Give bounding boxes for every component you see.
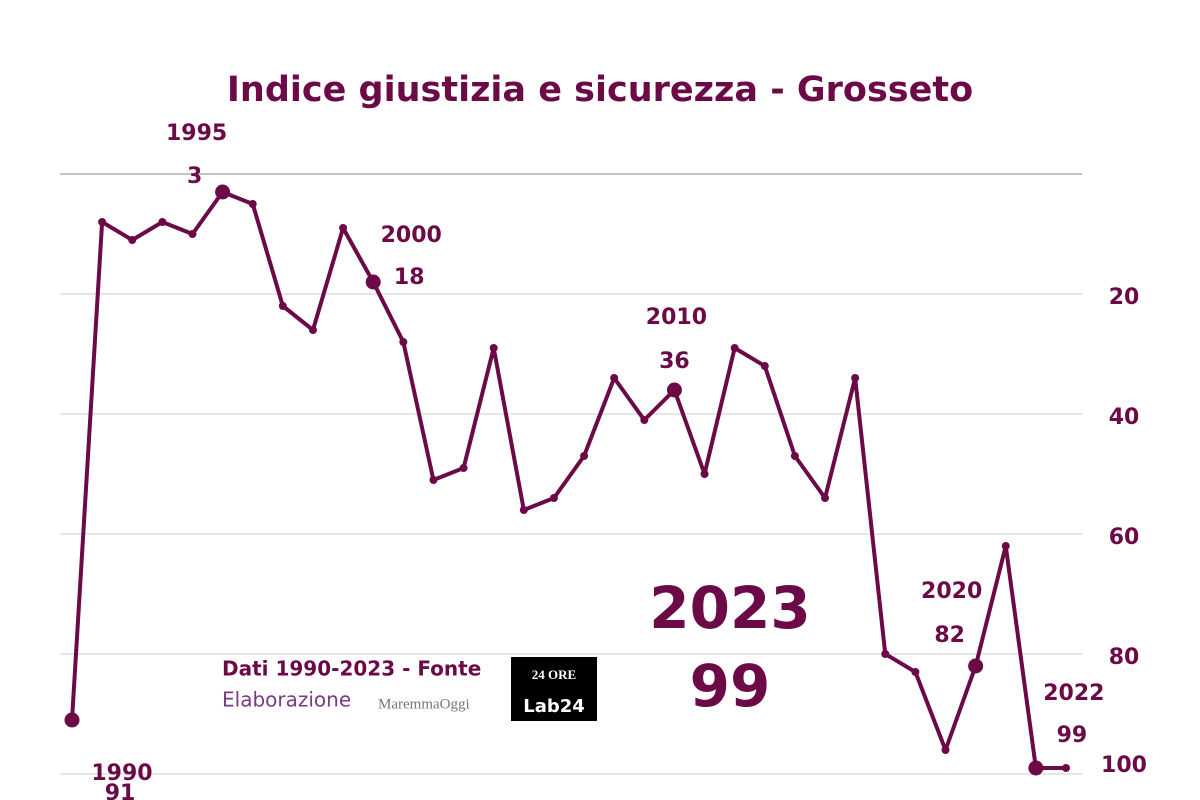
point	[459, 464, 468, 472]
annotation-year: 2020	[921, 579, 982, 604]
annotation-value: 18	[394, 265, 425, 290]
point	[128, 236, 137, 244]
annotation-value: 3	[187, 164, 202, 189]
highlight-point	[666, 382, 682, 398]
annotation-year: 2010	[646, 305, 707, 330]
highlight-point	[64, 712, 80, 728]
point	[188, 230, 197, 238]
big-year: 2023	[649, 574, 810, 642]
point	[821, 494, 830, 502]
point	[308, 326, 317, 334]
point	[339, 224, 348, 232]
point	[1001, 542, 1010, 550]
point	[911, 668, 920, 676]
credit-text: Elaborazione	[222, 688, 351, 712]
highlight-point	[365, 274, 381, 290]
point	[158, 218, 167, 226]
point	[760, 362, 769, 370]
logo-24ore: 24 ORE	[532, 667, 576, 682]
logo-lab24: Lab24	[523, 696, 585, 717]
logo-maremmaoggi: MaremmaOggi	[378, 696, 470, 712]
annotation-value: 36	[659, 349, 690, 374]
y-tick-label: 100	[1101, 753, 1147, 778]
line	[70, 190, 1066, 770]
point	[640, 416, 649, 424]
point	[610, 374, 619, 382]
point	[730, 344, 739, 352]
annotation-year: 2000	[381, 223, 442, 248]
point	[489, 344, 498, 352]
annotation-value: 99	[1057, 723, 1088, 748]
point	[519, 506, 528, 514]
point	[429, 476, 438, 484]
y-tick-label: 80	[1109, 645, 1140, 670]
point	[1062, 764, 1070, 772]
point	[549, 494, 558, 502]
point	[98, 218, 107, 226]
point	[790, 452, 799, 460]
point	[399, 338, 408, 346]
annotation-year: 2022	[1043, 681, 1104, 706]
annotation-year: 1995	[166, 121, 227, 146]
highlight-point	[215, 184, 231, 200]
y-tick-label: 60	[1109, 525, 1140, 550]
point	[881, 650, 890, 658]
source-text: Dati 1990-2023 - Fonte	[222, 657, 481, 681]
point	[941, 746, 950, 754]
annotation-year: 1990	[91, 761, 152, 786]
point	[851, 374, 860, 382]
logo-box	[511, 657, 597, 721]
point	[248, 200, 257, 208]
highlight-point	[1028, 760, 1044, 776]
y-tick-label: 40	[1109, 405, 1140, 430]
annotation-value: 82	[934, 623, 965, 648]
y-tick-label: 20	[1109, 285, 1140, 310]
annotation-value: 91	[105, 781, 136, 800]
chart-title: Indice giustizia e sicurezza - Grosseto	[227, 70, 973, 110]
highlight-point	[968, 658, 984, 674]
point	[700, 470, 709, 478]
big-value: 99	[690, 652, 771, 720]
point	[580, 452, 589, 460]
point	[278, 302, 287, 310]
